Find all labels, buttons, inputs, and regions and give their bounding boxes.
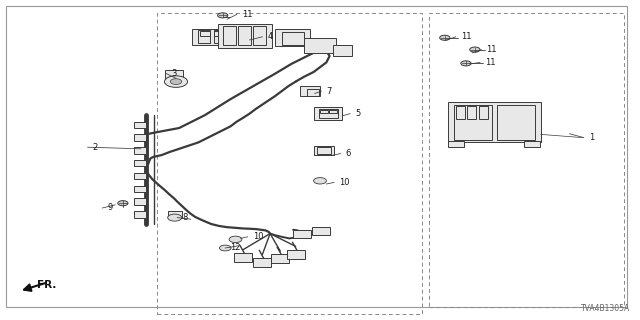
FancyBboxPatch shape [234, 253, 252, 262]
Text: 11: 11 [461, 32, 471, 41]
FancyBboxPatch shape [134, 122, 146, 128]
Text: TVA4B1305A: TVA4B1305A [581, 304, 630, 313]
FancyBboxPatch shape [271, 254, 289, 263]
FancyBboxPatch shape [134, 134, 146, 141]
FancyBboxPatch shape [198, 30, 210, 43]
FancyBboxPatch shape [134, 173, 146, 179]
FancyBboxPatch shape [214, 31, 224, 36]
FancyBboxPatch shape [282, 32, 304, 45]
FancyBboxPatch shape [448, 141, 464, 147]
Text: 11: 11 [242, 10, 252, 19]
Text: 6: 6 [346, 149, 351, 158]
FancyBboxPatch shape [134, 160, 146, 166]
Text: FR.: FR. [37, 280, 56, 291]
Circle shape [229, 236, 242, 243]
FancyBboxPatch shape [304, 38, 336, 53]
FancyBboxPatch shape [214, 30, 226, 43]
FancyBboxPatch shape [319, 109, 338, 118]
Text: 11: 11 [486, 45, 497, 54]
Circle shape [164, 76, 188, 87]
FancyBboxPatch shape [312, 227, 330, 235]
Text: 7: 7 [326, 87, 332, 96]
FancyBboxPatch shape [456, 106, 465, 119]
FancyBboxPatch shape [134, 186, 146, 192]
FancyBboxPatch shape [448, 102, 541, 142]
Text: 10: 10 [253, 232, 263, 241]
FancyBboxPatch shape [238, 26, 251, 45]
Circle shape [440, 35, 450, 40]
Circle shape [461, 61, 471, 66]
FancyBboxPatch shape [300, 86, 320, 96]
FancyBboxPatch shape [253, 258, 271, 267]
FancyBboxPatch shape [454, 105, 492, 140]
FancyBboxPatch shape [223, 26, 236, 45]
Bar [429, 13, 624, 307]
Text: 2: 2 [93, 143, 98, 152]
Circle shape [118, 201, 128, 206]
FancyBboxPatch shape [275, 29, 310, 46]
FancyBboxPatch shape [218, 24, 272, 48]
Text: 1: 1 [589, 133, 594, 142]
Text: 3: 3 [172, 69, 177, 78]
FancyBboxPatch shape [307, 89, 319, 96]
Circle shape [218, 13, 228, 18]
FancyBboxPatch shape [287, 250, 305, 259]
Text: 12: 12 [230, 244, 241, 252]
FancyBboxPatch shape [467, 106, 476, 119]
FancyBboxPatch shape [314, 107, 342, 120]
FancyBboxPatch shape [314, 146, 334, 155]
FancyBboxPatch shape [320, 110, 328, 113]
FancyBboxPatch shape [134, 147, 146, 154]
FancyBboxPatch shape [253, 26, 266, 45]
FancyBboxPatch shape [333, 45, 352, 56]
Text: 9: 9 [108, 204, 113, 212]
Text: 4: 4 [268, 32, 273, 41]
FancyBboxPatch shape [168, 211, 182, 218]
Text: 11: 11 [485, 58, 495, 67]
FancyBboxPatch shape [317, 147, 331, 154]
Text: 8: 8 [182, 213, 188, 222]
Circle shape [314, 178, 326, 184]
FancyBboxPatch shape [293, 230, 311, 238]
FancyBboxPatch shape [200, 31, 210, 36]
FancyBboxPatch shape [134, 211, 146, 218]
FancyBboxPatch shape [134, 198, 146, 205]
Text: 10: 10 [339, 178, 349, 187]
FancyBboxPatch shape [479, 106, 488, 119]
FancyBboxPatch shape [524, 141, 540, 147]
FancyBboxPatch shape [165, 70, 183, 83]
Text: 5: 5 [355, 109, 360, 118]
FancyBboxPatch shape [497, 105, 535, 140]
Bar [157, 13, 422, 314]
Circle shape [220, 245, 231, 251]
Circle shape [170, 79, 182, 84]
Circle shape [168, 214, 182, 221]
Circle shape [470, 47, 480, 52]
FancyBboxPatch shape [192, 29, 230, 45]
FancyBboxPatch shape [329, 110, 337, 113]
